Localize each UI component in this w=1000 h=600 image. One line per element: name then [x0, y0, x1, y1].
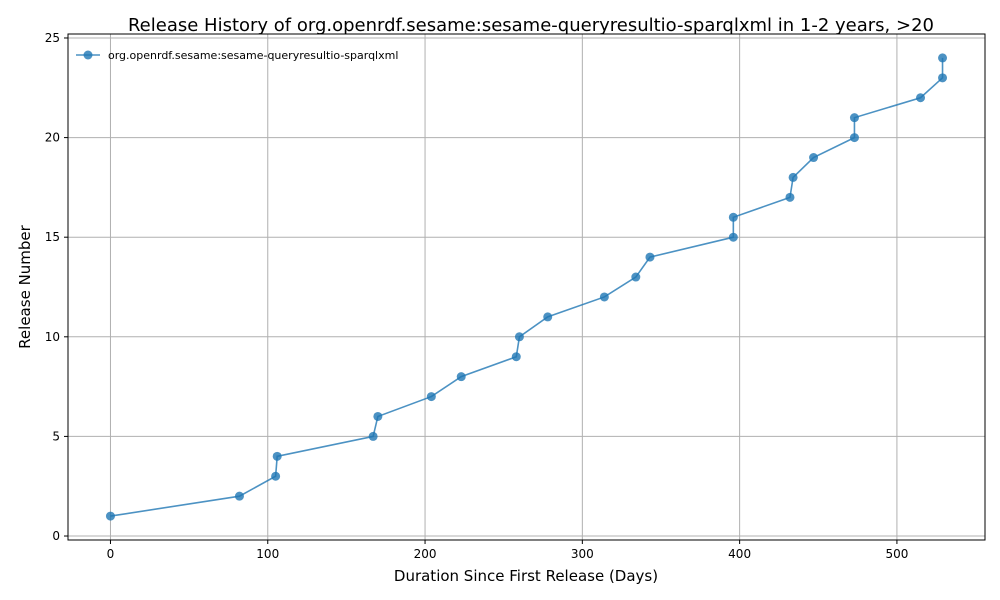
x-tick-label: 200	[414, 547, 437, 561]
data-point	[728, 212, 738, 222]
chart-title: Release History of org.openrdf.sesame:se…	[128, 15, 934, 36]
legend-marker-swatch	[83, 50, 93, 60]
legend: org.openrdf.sesame:sesame-queryresultio-…	[76, 49, 398, 62]
data-point	[373, 411, 383, 421]
series-layer	[105, 53, 948, 521]
data-point	[272, 451, 282, 461]
y-tick-label: 0	[52, 529, 60, 543]
y-tick-label: 15	[45, 230, 60, 244]
data-point	[916, 93, 926, 103]
y-tick-label: 10	[45, 330, 60, 344]
data-point	[599, 292, 609, 302]
data-point	[785, 192, 795, 202]
x-axis-label: Duration Since First Release (Days)	[394, 567, 658, 585]
data-point	[728, 232, 738, 242]
data-point	[514, 332, 524, 342]
x-tick-label: 100	[256, 547, 279, 561]
data-point	[105, 511, 115, 521]
data-point	[234, 491, 244, 501]
y-tick-label: 5	[52, 429, 60, 443]
data-point	[368, 431, 378, 441]
series-line	[110, 57, 944, 517]
data-point	[645, 252, 655, 262]
data-point	[788, 172, 798, 182]
legend-label: org.openrdf.sesame:sesame-queryresultio-…	[108, 49, 398, 62]
grid-lines	[68, 34, 985, 540]
x-tick-label: 400	[728, 547, 751, 561]
y-tick-label: 20	[45, 131, 60, 145]
plot-frame	[67, 33, 986, 541]
x-tick-label: 300	[571, 547, 594, 561]
data-point	[456, 372, 466, 382]
data-point	[426, 392, 436, 402]
data-point	[849, 113, 859, 123]
data-point	[938, 73, 948, 83]
data-point	[631, 272, 641, 282]
data-point	[809, 153, 819, 163]
data-point	[938, 53, 948, 63]
data-point	[849, 133, 859, 143]
y-tick-label: 25	[45, 31, 60, 45]
y-axis-label: Release Number	[16, 224, 34, 348]
x-tick-label: 0	[107, 547, 115, 561]
data-point	[511, 352, 521, 362]
data-point	[543, 312, 553, 322]
data-point	[271, 471, 281, 481]
axis-ticks: 0 100 200 300 400 500 0 5 10 15 20 25	[45, 31, 909, 561]
x-tick-label: 500	[885, 547, 908, 561]
